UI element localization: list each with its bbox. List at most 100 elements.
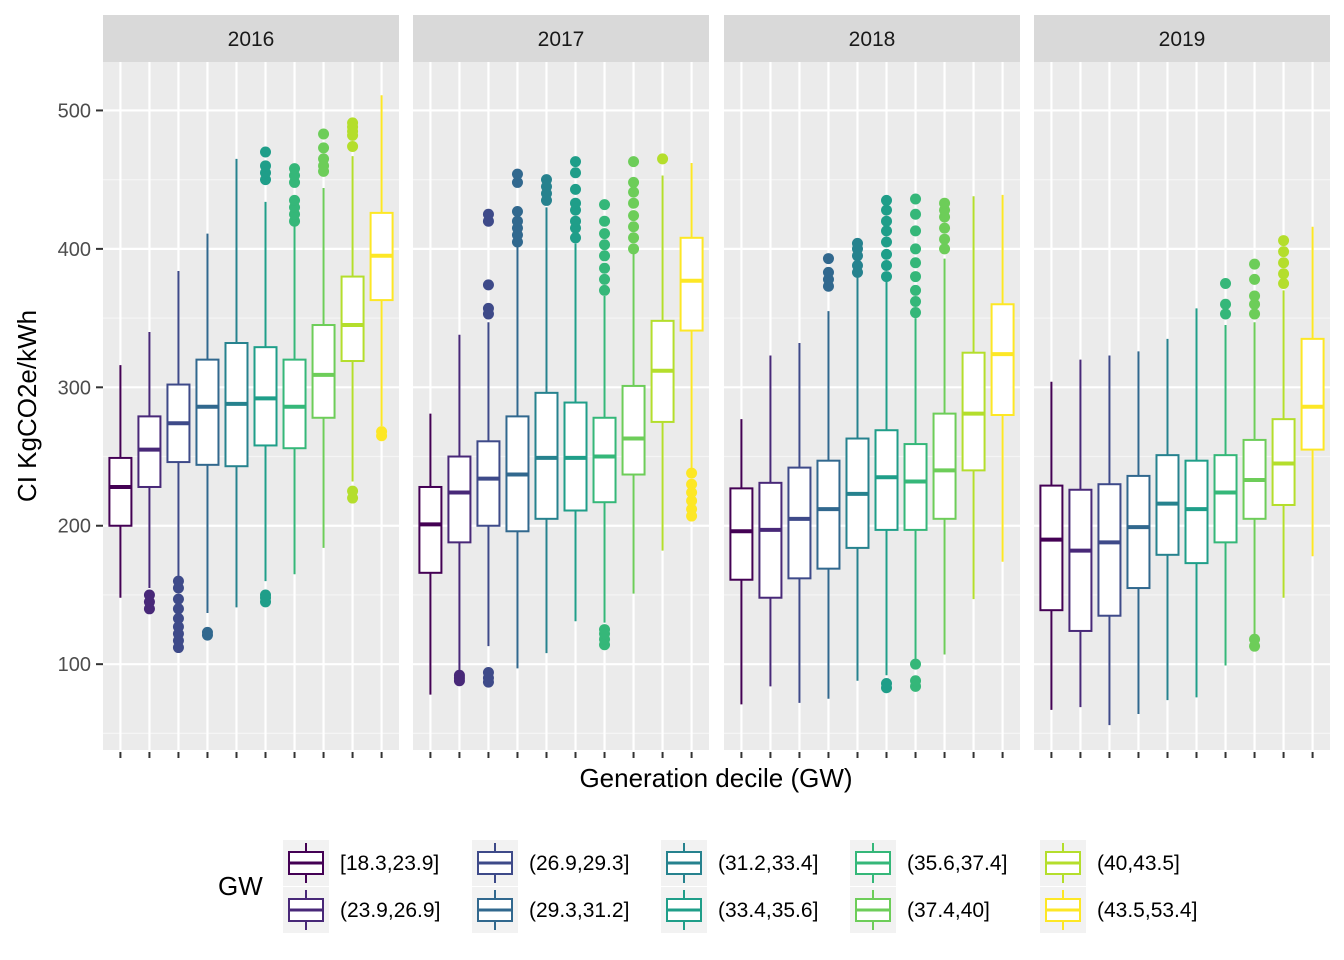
box-2016-5: [224, 158, 249, 608]
outlier-point: [482, 302, 494, 314]
box-body: [903, 443, 928, 531]
box-body: [1300, 337, 1325, 451]
box-body: [282, 358, 307, 450]
outlier-point: [910, 271, 922, 283]
outlier-point: [511, 168, 523, 180]
box-body: [1039, 484, 1064, 612]
outlier-point: [628, 176, 640, 188]
facet-panel-2016: 2016: [103, 15, 399, 758]
outlier-point: [939, 243, 951, 255]
box-2018-3: [787, 343, 812, 703]
outlier-point: [881, 248, 893, 260]
legend-item-9: (40,43.5]: [1040, 840, 1180, 886]
legend-label: [18.3,23.9]: [340, 852, 439, 875]
box-body: [1097, 483, 1122, 617]
outlier-point: [172, 593, 184, 605]
outlier-point: [686, 487, 698, 499]
box-body: [447, 455, 472, 544]
legend-item-1: [18.3,23.9]: [283, 840, 439, 886]
box-2018-6: [874, 194, 899, 694]
outlier-point: [260, 146, 272, 158]
box-body: [961, 351, 986, 472]
box-2019-4: [1126, 351, 1151, 715]
outlier-point: [289, 194, 301, 206]
outlier-point: [1220, 308, 1232, 320]
box-2017-6: [563, 156, 588, 622]
outlier-point: [599, 284, 611, 296]
panel-background: [1034, 62, 1330, 750]
outlier-point: [318, 153, 330, 165]
y-tick-label: 200: [58, 516, 91, 538]
legend-item-8: (37.4,40]: [850, 887, 990, 933]
box-2017-7: [592, 199, 617, 651]
outlier-point: [686, 478, 698, 490]
outlier-point: [570, 197, 582, 209]
facet-label: 2018: [849, 28, 896, 51]
box-body: [311, 324, 336, 419]
outlier-point: [628, 156, 640, 168]
box-body: [476, 440, 501, 527]
outlier-point: [1278, 235, 1290, 247]
outlier-point: [910, 257, 922, 269]
outlier-point: [686, 467, 698, 479]
box-2016-3: [166, 271, 191, 654]
box-2019-1: [1039, 381, 1064, 710]
outlier-point: [910, 295, 922, 307]
box-2016-10: [369, 95, 394, 442]
box-body: [418, 485, 443, 574]
box-body: [932, 412, 957, 520]
outlier-point: [376, 426, 388, 438]
outlier-point: [570, 167, 582, 179]
outlier-point: [910, 193, 922, 205]
outlier-point: [1249, 308, 1261, 320]
outlier-point: [1278, 246, 1290, 258]
outlier-point: [628, 243, 640, 255]
outlier-point: [686, 495, 698, 507]
facet-panel-2019: 2019: [1034, 15, 1330, 758]
outlier-point: [822, 253, 834, 265]
box-2018-8: [932, 197, 957, 655]
outlier-point: [318, 128, 330, 140]
box-2016-1: [108, 365, 133, 598]
box-2016-4: [195, 233, 220, 641]
box-2019-5: [1155, 338, 1180, 701]
legend-label: (35.6,37.4]: [907, 852, 1007, 875]
box-2019-10: [1300, 226, 1325, 557]
box-2019-2: [1068, 359, 1093, 708]
box-2017-8: [621, 156, 646, 594]
outlier-point: [881, 225, 893, 237]
y-tick-label: 300: [58, 377, 91, 399]
outlier-point: [881, 236, 893, 248]
outlier-point: [599, 215, 611, 227]
box-2016-8: [311, 128, 336, 548]
facet-panel-2018: 2018: [724, 15, 1020, 758]
outlier-point: [172, 612, 184, 624]
legend: GW [18.3,23.9] (23.9,26.9] (26.9,29.3] (29.…: [218, 840, 1197, 933]
outlier-point: [628, 186, 640, 198]
box-body: [592, 416, 617, 504]
outlier-point: [347, 117, 359, 129]
outlier-point: [453, 669, 465, 681]
outlier-point: [657, 153, 669, 165]
outlier-point: [599, 228, 611, 240]
outlier-point: [881, 271, 893, 283]
box-2017-4: [505, 168, 530, 669]
outlier-point: [599, 262, 611, 274]
box-body: [108, 456, 133, 527]
outlier-point: [1249, 273, 1261, 285]
legend-label: (43.5,53.4]: [1097, 899, 1197, 922]
legend-item-7: (35.6,37.4]: [850, 840, 1007, 886]
box-body: [990, 303, 1015, 416]
outlier-point: [482, 666, 494, 678]
facet-strip: [1034, 15, 1330, 62]
box-2016-7: [282, 163, 307, 575]
outlier-point: [1249, 290, 1261, 302]
legend-label: (23.9,26.9]: [340, 899, 440, 922]
box-2019-3: [1097, 355, 1122, 726]
box-2016-6: [253, 146, 278, 608]
legend-item-5: (31.2,33.4]: [661, 840, 818, 886]
outlier-point: [347, 140, 359, 152]
box-body: [874, 429, 899, 531]
outlier-point: [910, 208, 922, 220]
outlier-point: [881, 215, 893, 227]
